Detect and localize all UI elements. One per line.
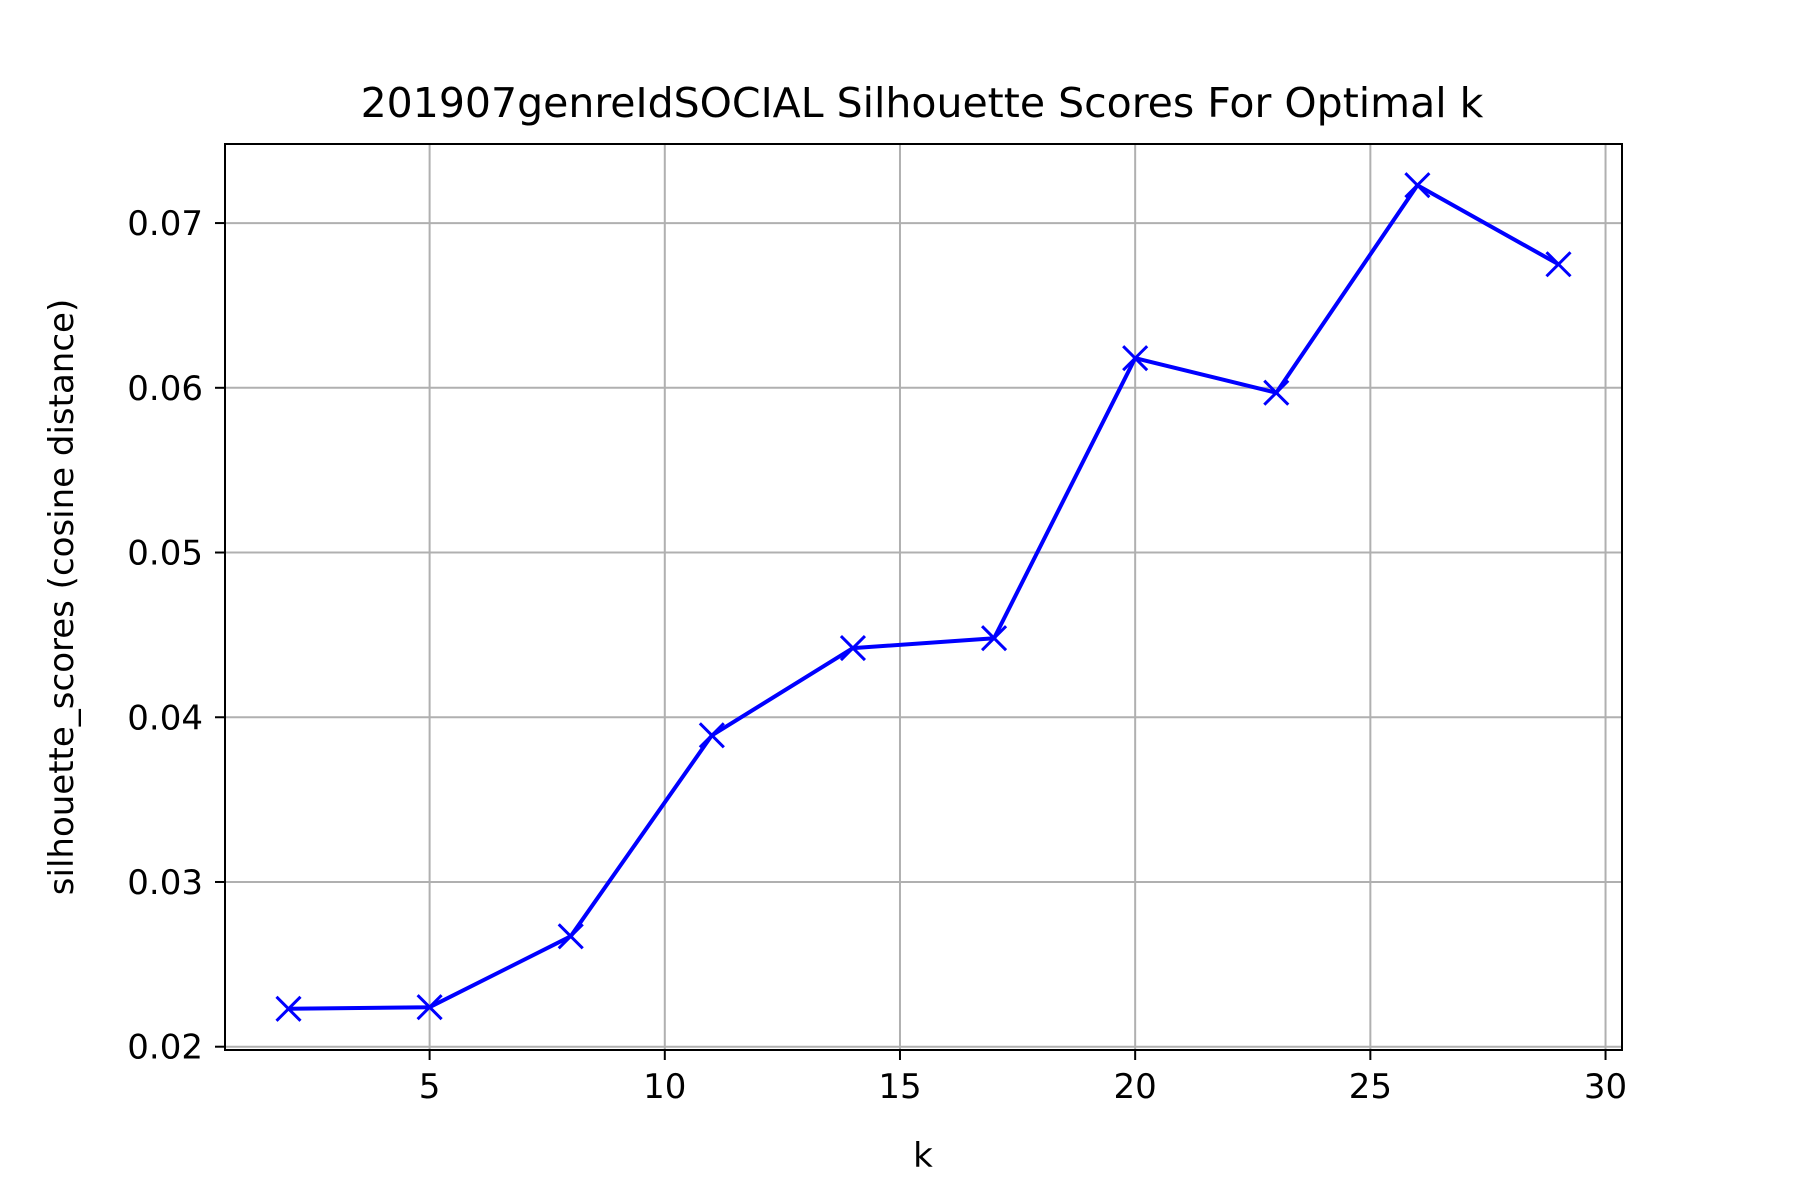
chart-title: 201907genreIdSOCIAL Silhouette Scores Fo…	[361, 79, 1484, 127]
y-tick-label: 0.04	[127, 698, 203, 738]
data-point-marker	[698, 722, 725, 749]
data-point-marker	[1263, 379, 1290, 406]
y-tick-label: 0.05	[127, 534, 203, 574]
x-tick-label: 5	[419, 1067, 441, 1107]
x-tick-label: 15	[878, 1067, 921, 1107]
x-tick-label: 10	[643, 1067, 686, 1107]
plot-area-frame	[224, 143, 1623, 1051]
y-tick-label: 0.02	[127, 1028, 203, 1068]
data-point-marker	[980, 625, 1008, 652]
y-axis-label: silhouette_scores (cosine distance)	[42, 299, 82, 895]
x-tick-label: 30	[1584, 1067, 1627, 1107]
data-point-marker	[416, 994, 443, 1021]
data-point-marker	[557, 923, 584, 950]
series-layer	[275, 172, 1572, 1022]
y-tick-label: 0.03	[127, 863, 203, 903]
x-axis-label: k	[913, 1136, 933, 1176]
data-point-marker	[1545, 251, 1572, 278]
data-point-marker	[839, 635, 867, 662]
axis-ticks: 5 10 15 20 25 30 0.02 0.03 0.04 0.05 0.06 0.07	[127, 204, 1627, 1107]
x-tick-label: 20	[1114, 1067, 1157, 1107]
y-tick-label: 0.07	[127, 204, 203, 244]
series-line	[288, 183, 1560, 1011]
data-point-marker	[1122, 345, 1149, 372]
data-point-marker	[275, 995, 302, 1022]
data-point-marker	[1404, 172, 1431, 199]
grid-lines	[225, 144, 1622, 1050]
y-tick-label: 0.06	[127, 369, 203, 409]
x-tick-label: 25	[1349, 1067, 1392, 1107]
